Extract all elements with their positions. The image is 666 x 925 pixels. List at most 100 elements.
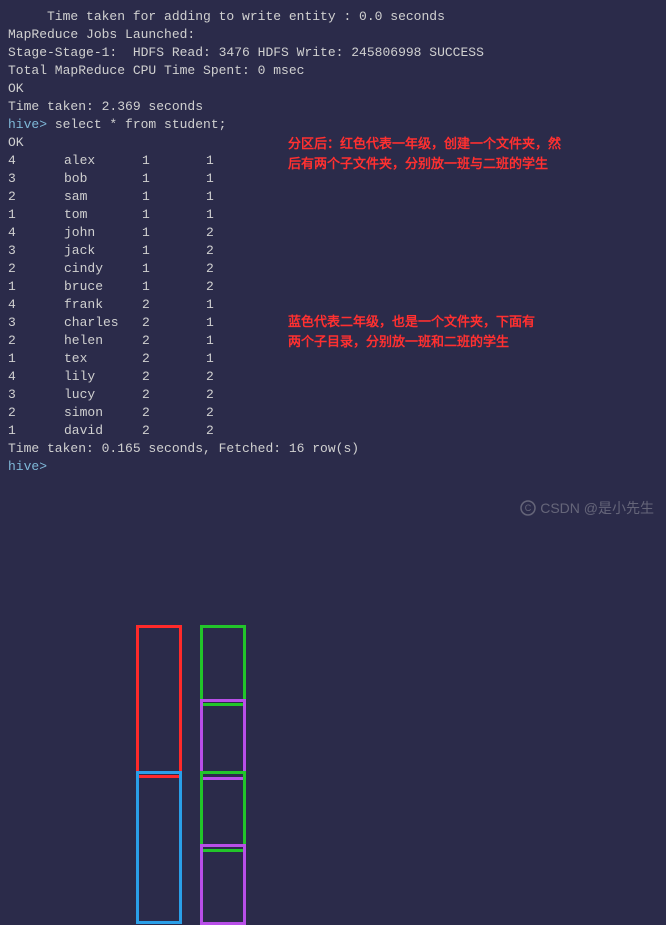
cell-grade: 2 <box>136 422 184 440</box>
table-row: 3jack12 <box>8 242 666 260</box>
cell-name: alex <box>64 152 136 170</box>
highlight-box-green2 <box>200 771 246 852</box>
cell-name: simon <box>64 404 136 422</box>
sql-command: select * from student; <box>55 117 227 132</box>
cell-id: 4 <box>8 152 64 170</box>
cell-name: lucy <box>64 386 136 404</box>
cell-class: 1 <box>200 188 248 206</box>
hive-prompt: hive> <box>8 117 55 132</box>
cell-id: 1 <box>8 350 64 368</box>
cell-id: 4 <box>8 224 64 242</box>
hive-prompt: hive> <box>8 459 55 474</box>
cell-class: 1 <box>200 296 248 314</box>
result-table: 4alex113bob112sam111tom114john123jack122… <box>8 152 666 440</box>
table-row: 1david22 <box>8 422 666 440</box>
cell-name: sam <box>64 188 136 206</box>
table-row: 1bruce12 <box>8 278 666 296</box>
svg-text:C: C <box>525 503 532 513</box>
cell-grade: 2 <box>136 314 184 332</box>
cell-id: 3 <box>8 386 64 404</box>
cell-class: 2 <box>200 224 248 242</box>
cell-id: 3 <box>8 242 64 260</box>
cell-grade: 2 <box>136 386 184 404</box>
cell-name: cindy <box>64 260 136 278</box>
cell-id: 1 <box>8 206 64 224</box>
annotation-red: 分区后：红色代表一年级，创建一个文件夹，然 后有两个子文件夹，分别放一班与二班的… <box>288 134 561 174</box>
watermark: C CSDN @是小先生 <box>520 498 654 518</box>
table-row: 3lucy22 <box>8 386 666 404</box>
cell-class: 1 <box>200 206 248 224</box>
cell-class: 2 <box>200 404 248 422</box>
annotation-text: 后有两个子文件夹，分别放一班与二班的学生 <box>288 154 561 174</box>
time-taken-line: Time taken: 2.369 seconds <box>8 98 666 116</box>
cell-id: 2 <box>8 332 64 350</box>
cell-id: 1 <box>8 278 64 296</box>
cell-class: 2 <box>200 368 248 386</box>
log-line: Total MapReduce CPU Time Spent: 0 msec <box>8 62 666 80</box>
log-line: Time taken for adding to write entity : … <box>8 8 666 26</box>
cell-name: bruce <box>64 278 136 296</box>
table-row: 2simon22 <box>8 404 666 422</box>
highlight-box-blue <box>136 771 182 924</box>
cell-name: tex <box>64 350 136 368</box>
cell-grade: 2 <box>136 368 184 386</box>
cell-name: lily <box>64 368 136 386</box>
log-line: Stage-Stage-1: HDFS Read: 3476 HDFS Writ… <box>8 44 666 62</box>
cell-name: david <box>64 422 136 440</box>
cell-grade: 1 <box>136 224 184 242</box>
annotation-text: 蓝色代表二年级，也是一个文件夹，下面有 <box>288 312 535 332</box>
prompt-line[interactable]: hive> <box>8 458 666 476</box>
cell-grade: 1 <box>136 206 184 224</box>
annotation-text: 分区后：红色代表一年级，创建一个文件夹，然 <box>288 134 561 154</box>
cell-name: bob <box>64 170 136 188</box>
cell-id: 2 <box>8 260 64 278</box>
cell-name: tom <box>64 206 136 224</box>
cell-grade: 2 <box>136 404 184 422</box>
table-row: 2sam11 <box>8 188 666 206</box>
cell-name: helen <box>64 332 136 350</box>
csdn-icon: C <box>520 500 536 516</box>
cell-name: frank <box>64 296 136 314</box>
cell-class: 2 <box>200 260 248 278</box>
cell-class: 2 <box>200 278 248 296</box>
cell-class: 2 <box>200 242 248 260</box>
cell-id: 4 <box>8 368 64 386</box>
cell-grade: 1 <box>136 188 184 206</box>
highlight-box-purple1 <box>200 699 246 780</box>
table-row: 1tex21 <box>8 350 666 368</box>
highlight-box-purple2 <box>200 844 246 925</box>
cell-id: 3 <box>8 314 64 332</box>
status-ok: OK <box>8 80 666 98</box>
table-row: 4john12 <box>8 224 666 242</box>
cell-grade: 2 <box>136 350 184 368</box>
table-row: 1tom11 <box>8 206 666 224</box>
annotation-text: 两个子目录，分别放一班和二班的学生 <box>288 332 535 352</box>
cell-id: 3 <box>8 170 64 188</box>
cell-id: 1 <box>8 422 64 440</box>
time-taken-line: Time taken: 0.165 seconds, Fetched: 16 r… <box>8 440 666 458</box>
watermark-text: CSDN @是小先生 <box>540 498 654 518</box>
table-row: 2cindy12 <box>8 260 666 278</box>
cell-grade: 2 <box>136 332 184 350</box>
cell-name: charles <box>64 314 136 332</box>
cell-class: 1 <box>200 152 248 170</box>
cell-grade: 1 <box>136 260 184 278</box>
cell-grade: 1 <box>136 242 184 260</box>
highlight-box-red <box>136 625 182 778</box>
cell-grade: 2 <box>136 296 184 314</box>
cell-class: 1 <box>200 314 248 332</box>
cell-grade: 1 <box>136 152 184 170</box>
cell-name: jack <box>64 242 136 260</box>
cell-class: 2 <box>200 422 248 440</box>
cell-name: john <box>64 224 136 242</box>
cell-class: 1 <box>200 332 248 350</box>
log-line: MapReduce Jobs Launched: <box>8 26 666 44</box>
cell-class: 2 <box>200 386 248 404</box>
annotation-blue: 蓝色代表二年级，也是一个文件夹，下面有 两个子目录，分别放一班和二班的学生 <box>288 312 535 352</box>
cell-class: 1 <box>200 350 248 368</box>
highlight-box-green1 <box>200 625 246 706</box>
prompt-line[interactable]: hive> select * from student; <box>8 116 666 134</box>
cell-class: 1 <box>200 170 248 188</box>
cell-id: 2 <box>8 188 64 206</box>
terminal-output: Time taken for adding to write entity : … <box>8 8 666 476</box>
